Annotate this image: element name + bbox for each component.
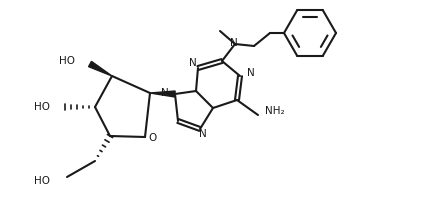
Polygon shape [150, 91, 175, 97]
Polygon shape [89, 61, 112, 76]
Text: N: N [199, 129, 207, 139]
Text: HO: HO [34, 176, 50, 186]
Text: HO: HO [59, 56, 75, 66]
Text: HO: HO [34, 102, 50, 112]
Text: N: N [247, 68, 255, 78]
Text: O: O [148, 133, 156, 143]
Text: N: N [230, 38, 238, 48]
Text: NH₂: NH₂ [265, 106, 284, 116]
Text: N: N [189, 58, 197, 68]
Text: N: N [161, 88, 169, 98]
